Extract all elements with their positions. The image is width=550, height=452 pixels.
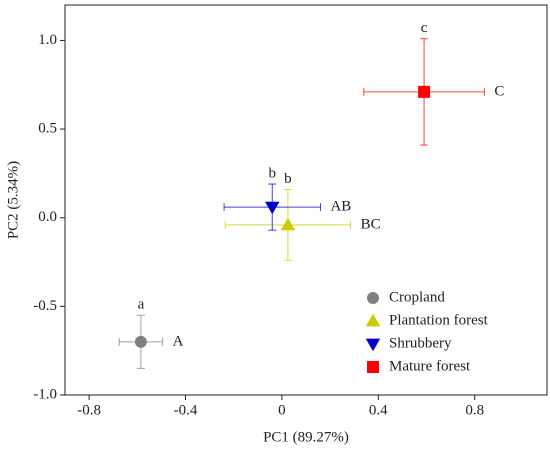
y-tick-label: 0.5	[38, 121, 57, 137]
legend-marker	[365, 313, 381, 327]
point	[265, 201, 280, 215]
legend-marker	[367, 361, 379, 373]
legend-label: Shrubbery	[389, 335, 452, 351]
group-label: a	[138, 297, 145, 313]
x-tick-label: 0	[278, 402, 286, 418]
legend-label: Cropland	[389, 289, 445, 305]
legend-label: Plantation forest	[389, 312, 489, 328]
group-label: c	[421, 20, 428, 36]
x-tick-label: 0.8	[465, 402, 484, 418]
side-label: BC	[361, 216, 381, 232]
y-axis-label: PC2 (5.34%)	[5, 161, 21, 239]
x-axis-label: PC1 (89.27%)	[263, 429, 349, 445]
y-tick-label: -1.0	[33, 386, 57, 402]
x-tick-label: -0.4	[174, 402, 198, 418]
point	[280, 217, 296, 231]
side-label: C	[494, 83, 504, 99]
y-tick-label: 1.0	[38, 32, 57, 48]
y-tick-label: -0.5	[33, 298, 57, 314]
legend-label: Mature forest	[389, 358, 471, 374]
legend-marker	[367, 292, 379, 304]
legend-marker	[365, 338, 381, 352]
point	[134, 335, 147, 348]
y-tick-label: 0.0	[38, 209, 57, 225]
point	[418, 85, 431, 98]
group-label: b	[269, 165, 277, 181]
side-label: AB	[330, 199, 351, 215]
x-tick-label: 0.4	[369, 402, 388, 418]
side-label: A	[173, 333, 184, 349]
x-tick-label: -0.8	[77, 402, 101, 418]
group-label: b	[284, 171, 292, 187]
plot-frame	[64, 4, 548, 396]
